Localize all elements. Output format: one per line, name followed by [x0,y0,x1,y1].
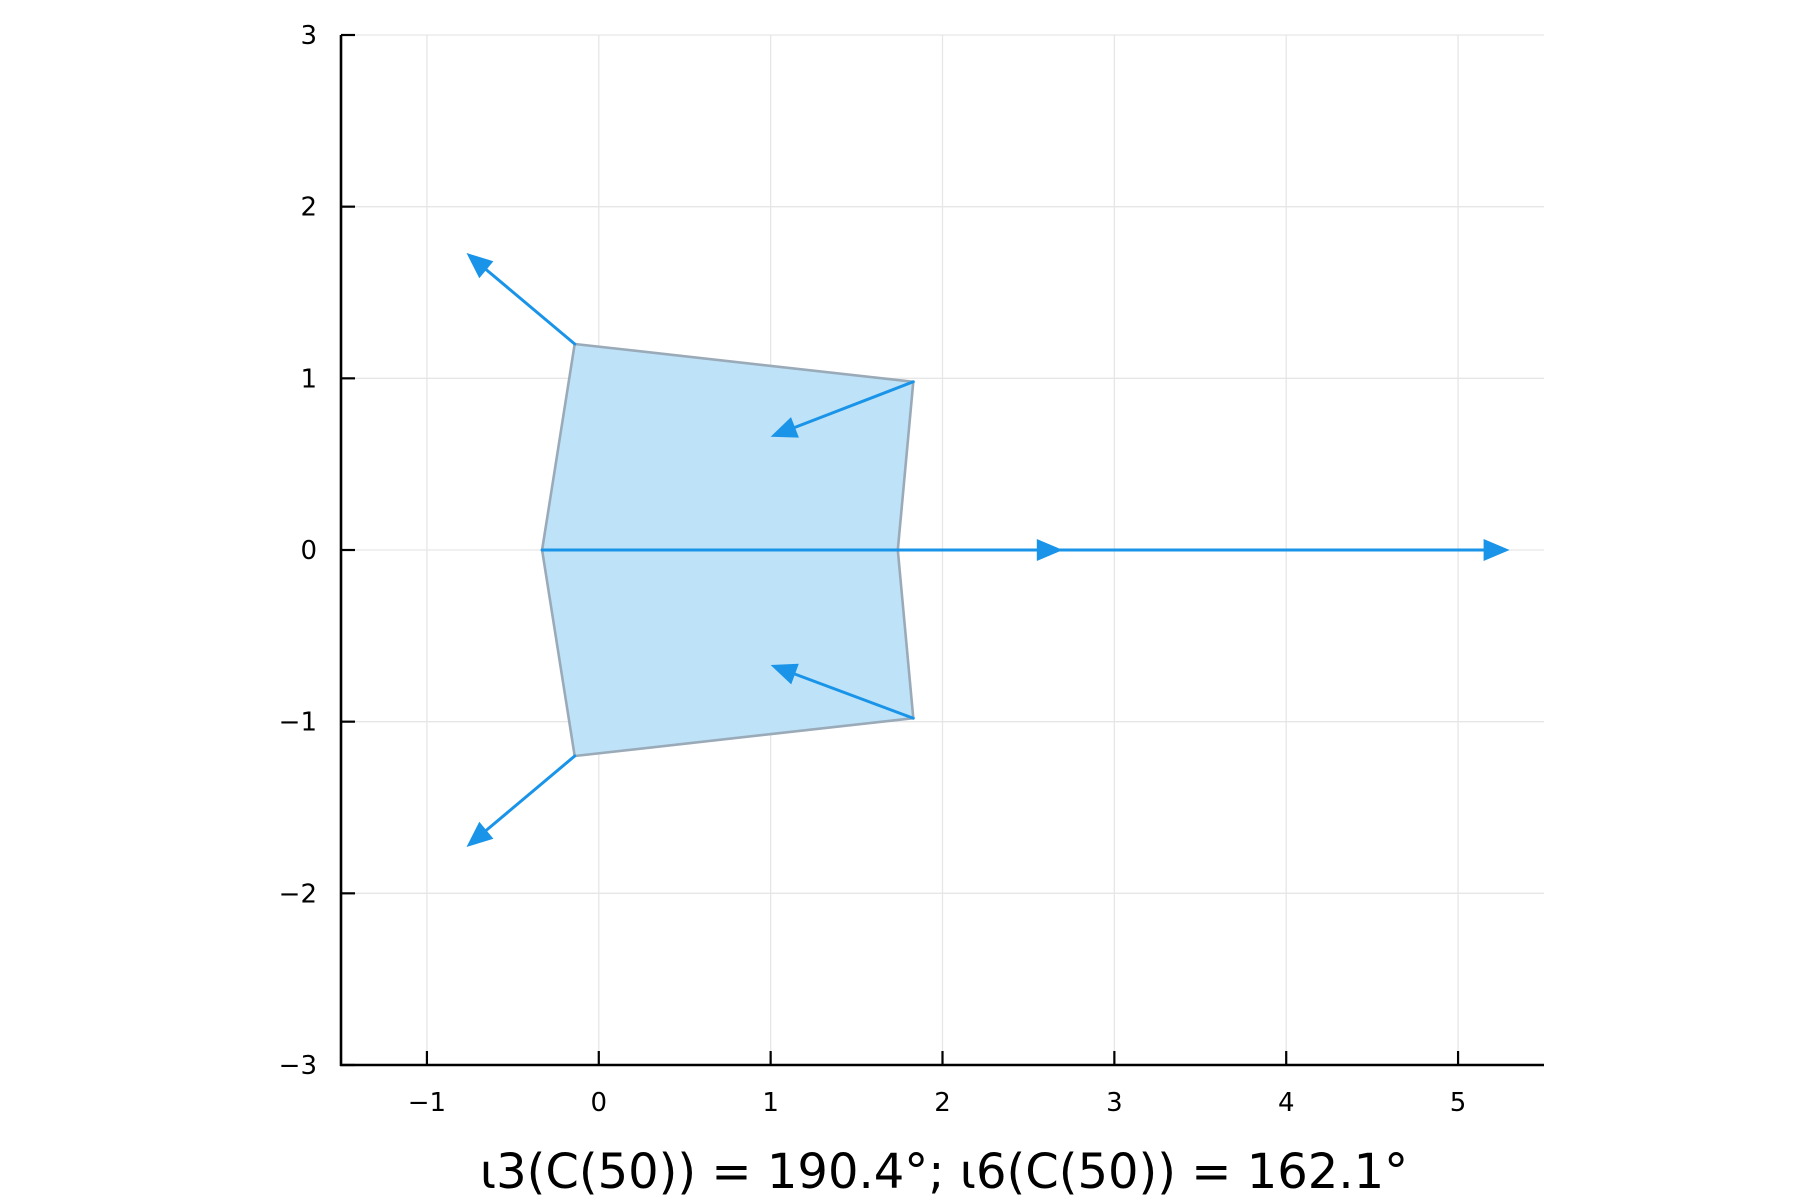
arrow-head [1483,539,1510,561]
arrow-shaft [484,754,577,832]
y-tick-label: −1 [279,708,317,738]
vector-arrow [466,754,577,847]
x-tick-label: −1 [408,1088,446,1118]
x-axis-label: ι3(C(50)) = 190.4°; ι6(C(50)) = 162.1° [480,1144,1408,1200]
x-tick-label: 2 [934,1088,951,1118]
arrow-head [466,253,494,279]
x-tick-label: 4 [1278,1088,1295,1118]
y-tick-label: 2 [300,193,317,223]
y-tick-label: 1 [300,364,317,394]
x-tick-label: 5 [1450,1088,1467,1118]
y-tick-label: 3 [300,21,317,51]
vector-arrow [466,253,577,346]
x-tick-label: 0 [591,1088,608,1118]
vector-arrow [896,539,1510,561]
y-tick-label: −3 [279,1051,317,1081]
y-tick-label: −2 [279,879,317,909]
vector-arrow [770,380,915,438]
arrow-shaft [793,380,915,429]
arrow-head [466,821,494,847]
x-axis-ticks: −1 0 1 2 3 4 5 [408,1051,1467,1118]
x-tick-label: 3 [1106,1088,1123,1118]
arrow-layer [466,253,1510,847]
arrow-head [770,663,799,685]
x-tick-label: 1 [762,1088,779,1118]
arrow-head [770,417,799,438]
y-tick-label: 0 [300,536,317,566]
arrow-shaft [793,672,915,720]
y-axis-ticks: −3 −2 −1 0 1 2 3 [279,21,355,1081]
arrow-shaft [484,268,577,346]
vector-arrow [770,663,915,720]
